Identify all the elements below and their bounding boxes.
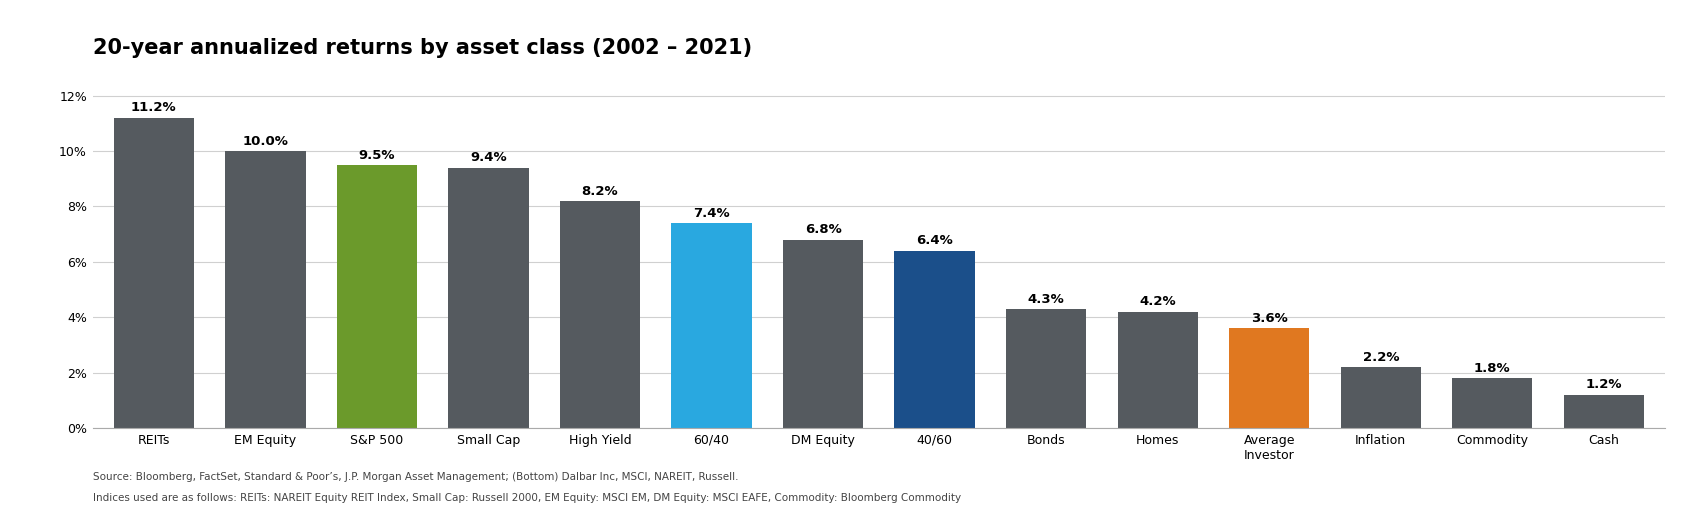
Bar bbox=[336, 165, 417, 428]
Bar bbox=[895, 251, 976, 428]
Bar bbox=[1341, 367, 1421, 428]
Bar bbox=[449, 168, 528, 428]
Text: 1.8%: 1.8% bbox=[1473, 362, 1510, 375]
Bar bbox=[1006, 309, 1087, 428]
Text: 1.2%: 1.2% bbox=[1586, 378, 1621, 392]
Bar bbox=[671, 223, 752, 428]
Text: 9.5%: 9.5% bbox=[358, 148, 395, 161]
Bar bbox=[225, 151, 306, 428]
Bar bbox=[782, 240, 863, 428]
Bar bbox=[1452, 378, 1532, 428]
Text: 4.2%: 4.2% bbox=[1139, 295, 1176, 309]
Bar bbox=[1564, 395, 1643, 428]
Text: 6.8%: 6.8% bbox=[804, 223, 841, 236]
Text: 4.3%: 4.3% bbox=[1028, 292, 1065, 305]
Text: 7.4%: 7.4% bbox=[693, 207, 730, 220]
Text: 2.2%: 2.2% bbox=[1362, 351, 1399, 364]
Text: 9.4%: 9.4% bbox=[471, 151, 506, 164]
Text: Source: Bloomberg, FactSet, Standard & Poor’s, J.P. Morgan Asset Management; (Bo: Source: Bloomberg, FactSet, Standard & P… bbox=[93, 472, 738, 482]
Bar bbox=[1230, 328, 1309, 428]
Bar bbox=[560, 201, 641, 428]
Text: 10.0%: 10.0% bbox=[242, 135, 288, 148]
Bar bbox=[114, 118, 193, 428]
Text: 11.2%: 11.2% bbox=[131, 101, 177, 114]
Bar bbox=[1117, 312, 1198, 428]
Text: Indices used are as follows: REITs: NAREIT Equity REIT Index, Small Cap: Russell: Indices used are as follows: REITs: NARE… bbox=[93, 493, 960, 503]
Text: 3.6%: 3.6% bbox=[1251, 312, 1288, 325]
Text: 6.4%: 6.4% bbox=[917, 234, 954, 247]
Text: 20-year annualized returns by asset class (2002 – 2021): 20-year annualized returns by asset clas… bbox=[93, 38, 752, 58]
Text: 8.2%: 8.2% bbox=[582, 184, 619, 197]
